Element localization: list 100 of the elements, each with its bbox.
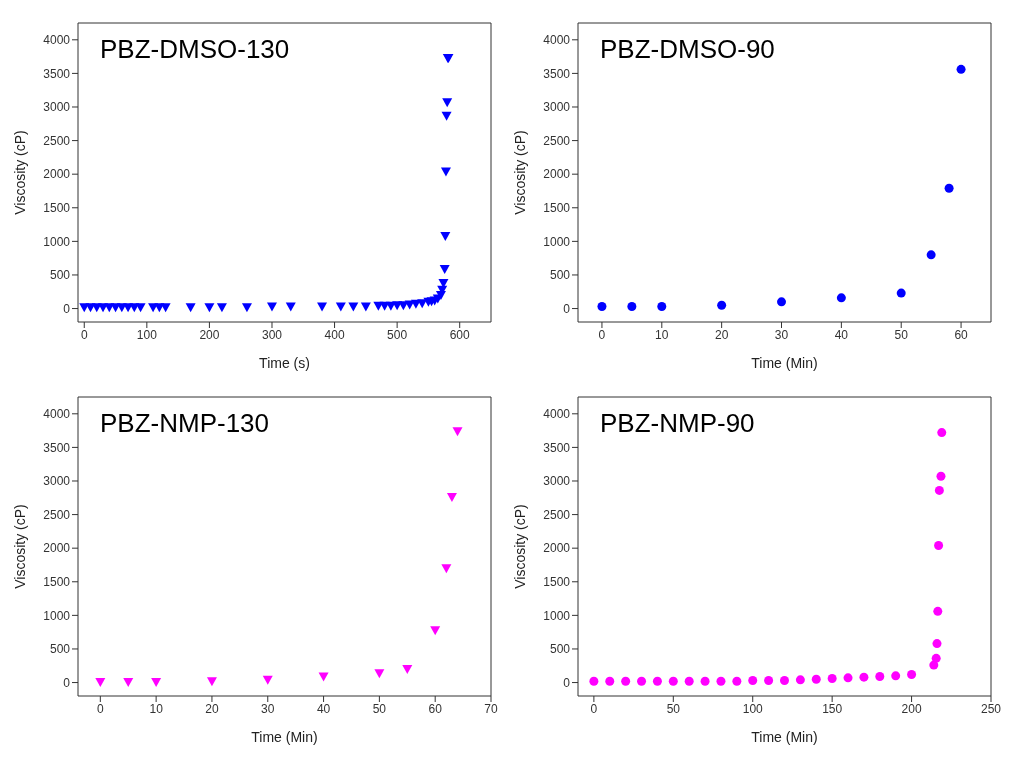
y-tick-label: 3000 bbox=[43, 100, 71, 115]
point bbox=[402, 665, 413, 675]
text: PBZ-DMSO-90 bbox=[600, 34, 775, 65]
point bbox=[827, 674, 837, 684]
y-tick-label: 3000 bbox=[543, 100, 571, 115]
point bbox=[811, 674, 821, 684]
point bbox=[764, 676, 774, 686]
y-axis-title: Viscosity (cP) bbox=[511, 504, 528, 589]
point bbox=[216, 303, 227, 313]
point bbox=[627, 302, 637, 312]
x-tick-label: 30 bbox=[261, 701, 275, 716]
x-tick-label: 100 bbox=[136, 327, 158, 342]
point bbox=[896, 288, 906, 298]
point bbox=[668, 676, 678, 686]
y-axis-title: Viscosity (cP) bbox=[11, 130, 28, 215]
point bbox=[777, 297, 787, 307]
y-tick-label: 2500 bbox=[543, 507, 571, 522]
y-tick-label: 1500 bbox=[43, 575, 71, 590]
y-tick-label: 2500 bbox=[43, 133, 71, 148]
x-tick-label: 0 bbox=[598, 327, 606, 342]
y-tick-label: 3000 bbox=[43, 474, 71, 489]
point bbox=[652, 676, 662, 686]
y-tick-label: 1500 bbox=[543, 575, 571, 590]
y-tick-label: 0 bbox=[563, 301, 571, 316]
point bbox=[446, 493, 457, 503]
y-tick-label: 3500 bbox=[43, 66, 71, 81]
point bbox=[934, 540, 944, 550]
y-tick-label: 1000 bbox=[543, 234, 571, 249]
y-tick-label: 500 bbox=[49, 268, 71, 283]
point bbox=[843, 673, 853, 683]
y-tick-label: 3500 bbox=[43, 440, 71, 455]
text: PBZ-NMP-130 bbox=[100, 408, 270, 439]
point bbox=[430, 626, 441, 636]
y-tick-label: 2500 bbox=[43, 507, 71, 522]
y-tick-label: 4000 bbox=[43, 407, 71, 422]
y-tick-label: 0 bbox=[563, 675, 571, 690]
point bbox=[204, 303, 215, 313]
y-tick-label: 1000 bbox=[43, 608, 71, 623]
point bbox=[944, 183, 954, 193]
point bbox=[931, 653, 941, 663]
point bbox=[875, 672, 885, 682]
point bbox=[441, 564, 452, 574]
point bbox=[748, 676, 758, 686]
point bbox=[597, 302, 607, 312]
y-tick-label: 2000 bbox=[543, 541, 571, 556]
point bbox=[934, 485, 944, 495]
point bbox=[621, 676, 631, 686]
point bbox=[926, 250, 936, 260]
point bbox=[442, 98, 453, 108]
text: PBZ-DMSO-130 bbox=[100, 34, 290, 65]
point bbox=[891, 671, 901, 681]
x-tick-label: 200 bbox=[901, 701, 922, 716]
point bbox=[452, 427, 463, 437]
x-tick-label: 60 bbox=[428, 701, 443, 716]
point bbox=[732, 676, 742, 686]
point bbox=[241, 303, 252, 313]
point bbox=[657, 302, 667, 312]
x-tick-label: 10 bbox=[149, 701, 164, 716]
point bbox=[937, 428, 947, 438]
x-tick-label: 250 bbox=[980, 701, 1002, 716]
x-tick-label: 0 bbox=[590, 701, 598, 716]
point bbox=[123, 677, 134, 687]
text: PBZ-NMP-90 bbox=[600, 408, 755, 439]
y-tick-label: 500 bbox=[549, 642, 571, 657]
x-tick-label: 100 bbox=[742, 701, 764, 716]
x-axis-title: Time (Min) bbox=[751, 355, 818, 371]
x-tick-label: 200 bbox=[199, 327, 220, 342]
x-tick-label: 150 bbox=[822, 701, 843, 716]
y-tick-label: 1500 bbox=[43, 201, 71, 216]
point bbox=[637, 676, 647, 686]
y-tick-label: 500 bbox=[549, 268, 571, 283]
x-tick-label: 300 bbox=[261, 327, 283, 342]
x-axis-title: Time (Min) bbox=[751, 729, 818, 745]
point bbox=[440, 232, 451, 241]
y-tick-label: 4000 bbox=[543, 407, 571, 422]
x-tick-label: 0 bbox=[96, 701, 104, 716]
y-tick-label: 2000 bbox=[543, 167, 571, 182]
x-tick-label: 20 bbox=[714, 327, 729, 342]
point bbox=[360, 302, 371, 312]
x-tick-label: 0 bbox=[80, 327, 88, 342]
x-tick-label: 50 bbox=[666, 701, 681, 716]
x-tick-label: 40 bbox=[316, 701, 331, 716]
x-axis-title: Time (Min) bbox=[251, 729, 318, 745]
x-tick-label: 60 bbox=[954, 327, 969, 342]
point bbox=[956, 64, 966, 74]
point bbox=[836, 293, 846, 303]
x-tick-label: 600 bbox=[449, 327, 471, 342]
y-tick-label: 500 bbox=[49, 642, 71, 657]
point bbox=[206, 677, 217, 687]
y-axis-title: Viscosity (cP) bbox=[511, 130, 528, 215]
x-tick-label: 10 bbox=[655, 327, 669, 342]
point bbox=[605, 676, 615, 686]
point bbox=[716, 676, 726, 686]
x-tick-label: 40 bbox=[834, 327, 849, 342]
x-tick-label: 400 bbox=[324, 327, 345, 342]
point bbox=[185, 303, 196, 313]
x-tick-label: 70 bbox=[484, 701, 498, 716]
y-tick-label: 3500 bbox=[543, 66, 571, 81]
point bbox=[441, 111, 452, 121]
y-tick-label: 0 bbox=[63, 301, 71, 316]
